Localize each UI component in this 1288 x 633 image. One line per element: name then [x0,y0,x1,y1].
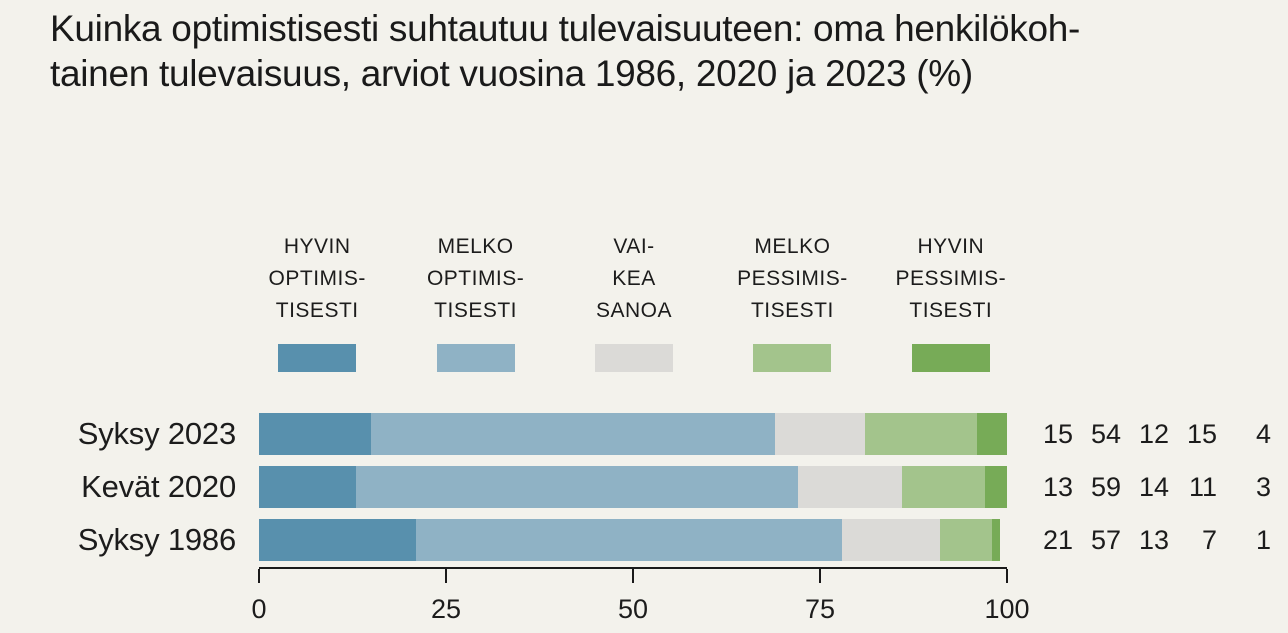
value-annotation: 59 [1090,471,1121,502]
bar-segment [902,466,985,508]
legend-item-label: VAI- KEA SANOA [596,235,673,322]
row-label: Kevät 2020 [81,469,236,504]
axis-tick-label: 100 [984,594,1030,624]
value-annotation: 15 [1042,418,1073,449]
bar-rows: Syksy 2023 15 54 12 15 4 Kevät 2020 13 59 14 11 3 Sy… [0,413,1271,572]
legend-swatch [753,344,832,372]
value-annotation: 1 [1255,524,1271,555]
legend-swatch [278,344,357,372]
legend-swatch [911,344,990,372]
value-annotation: 54 [1090,418,1121,449]
stacked-bar [259,466,1007,508]
row-label: Syksy 1986 [77,522,236,557]
legend-item: MELKO PESSIMIS- TISESTI [713,231,871,372]
bar-segment [259,466,357,508]
axis-tick-label: 0 [251,594,267,624]
value-annotation: 13 [1042,471,1073,502]
legend-item-label: MELKO OPTIMIS- TISESTI [426,235,525,322]
table-row: Kevät 2020 13 59 14 11 3 [0,466,1271,508]
axis-tick [445,569,447,583]
axis-tick [632,569,634,583]
bar-segment [992,519,1000,561]
bar-segment [259,519,417,561]
row-value-annotations: 21 57 13 7 1 [1025,525,1271,556]
value-annotation: 13 [1138,524,1169,555]
axis-tick-label: 50 [617,594,649,624]
stacked-bar [259,519,1007,561]
value-annotation: 14 [1138,471,1169,502]
value-annotation: 7 [1201,524,1217,555]
bar-segment [984,466,1007,508]
x-axis: 0 25 50 75 100 [251,567,1030,624]
legend-item-label: HYVIN OPTIMIS- TISESTI [268,235,366,322]
bar-segment [259,413,372,455]
legend-swatch [595,344,674,372]
bar-segment [416,519,843,561]
axis-tick-label: 75 [804,594,836,624]
row-value-annotations: 15 54 12 15 4 [1025,419,1271,450]
bar-segment [864,413,978,455]
value-annotation: 4 [1255,418,1271,449]
legend-item: VAI- KEA SANOA [555,231,713,372]
legend-item-label: HYVIN PESSIMIS- TISESTI [895,235,1007,322]
legend-item-label: MELKO PESSIMIS- TISESTI [737,235,848,322]
row-value-annotations: 13 59 14 11 3 [1025,472,1271,503]
bar-segment [371,413,776,455]
table-row: Syksy 2023 15 54 12 15 4 [0,413,1271,455]
stacked-bar [259,413,1007,455]
value-annotation: 12 [1138,418,1169,449]
bar-segment [977,413,1007,455]
value-annotation: 21 [1042,524,1073,555]
chart-title: Kuinka optimistisesti suhtautuu tulevais… [50,8,1081,94]
value-annotation: 57 [1090,524,1121,555]
legend-item: HYVIN OPTIMIS- TISESTI [238,231,396,372]
bar-segment [775,413,865,455]
value-annotation: 15 [1186,418,1217,449]
legend-item: MELKO OPTIMIS- TISESTI [396,231,554,372]
axis-tick [258,569,260,583]
bar-segment [842,519,940,561]
table-row: Syksy 1986 21 57 13 7 1 [0,519,1271,561]
axis-tick-label: 25 [430,594,462,624]
bar-segment [356,466,798,508]
bar-segment [939,519,993,561]
row-label: Syksy 2023 [77,416,236,451]
legend-item: HYVIN PESSIMIS- TISESTI [872,231,1030,372]
bar-segment [797,466,903,508]
value-annotation: 3 [1255,471,1271,502]
axis-tick [819,569,821,583]
axis-tick [1006,569,1008,583]
value-annotation: 11 [1188,471,1217,502]
legend: HYVIN OPTIMIS- TISESTI MELKO OPTIMIS- TIS… [238,231,1030,372]
legend-swatch [436,344,515,372]
